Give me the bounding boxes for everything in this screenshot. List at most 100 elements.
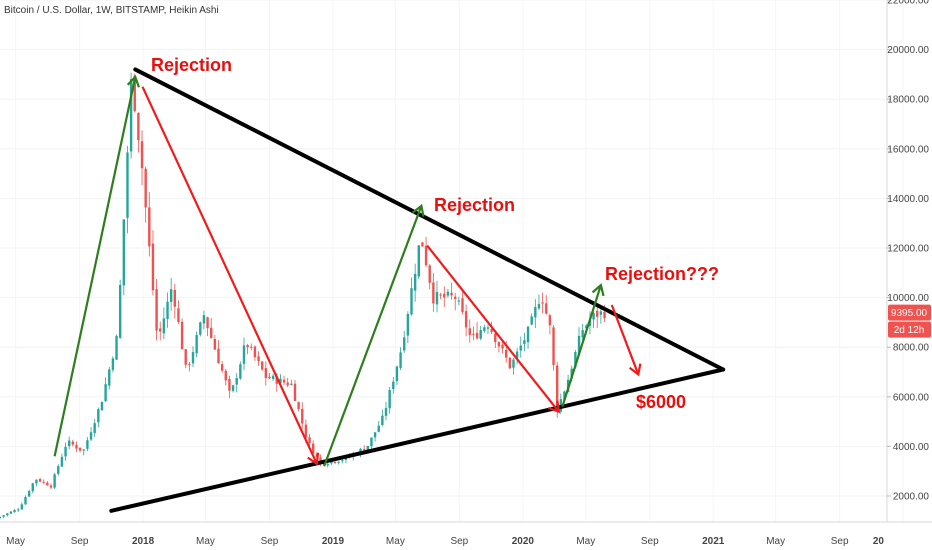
candle-body: [424, 246, 428, 266]
green-arrow-shaft: [53, 76, 137, 457]
candle-body: [155, 289, 158, 331]
candle-body: [534, 307, 537, 318]
candle-body: [46, 482, 49, 486]
candle-body: [231, 385, 235, 391]
candle-body: [337, 461, 340, 463]
candle-body: [301, 408, 304, 424]
candle-body: [552, 327, 555, 365]
candle-body: [115, 336, 118, 360]
candle-body: [38, 479, 42, 482]
candle-body: [381, 415, 384, 425]
candle-body: [290, 383, 293, 385]
lower-support-line[interactable]: [109, 367, 726, 513]
x-tick-label: 2020: [512, 536, 535, 547]
candle-body: [464, 311, 468, 328]
candle-body: [479, 329, 482, 339]
candle-body: [268, 376, 271, 379]
candle-body: [486, 327, 490, 329]
red-arrow-head: [548, 400, 561, 414]
candle-body: [239, 364, 242, 379]
candle-body: [64, 446, 67, 457]
candle-body: [373, 432, 377, 438]
candle-body: [184, 349, 187, 365]
candle-body: [57, 466, 60, 474]
green-arrow-head: [126, 74, 140, 88]
candle-body: [148, 207, 151, 247]
red-arrow-shaft: [141, 86, 318, 465]
x-tick-label: 20: [873, 536, 885, 547]
candle-body: [53, 474, 56, 488]
candle-body: [264, 368, 268, 378]
candles: [0, 72, 606, 519]
candle-body: [537, 304, 541, 309]
candle-body: [224, 370, 227, 381]
candle-body: [162, 318, 166, 334]
candle-body: [581, 330, 584, 338]
candle-body: [308, 437, 311, 444]
candle-body: [180, 321, 184, 350]
candle-body: [210, 327, 213, 338]
candle-body: [501, 344, 504, 349]
candle-body: [206, 317, 209, 329]
candle-body: [166, 301, 169, 319]
candle-body: [144, 168, 147, 208]
candle-body: [20, 504, 24, 510]
time-axis[interactable]: May Sep 2018 May Sep 2019 May Sep 2020 May Sep 2021…: [6, 536, 884, 547]
candle-body: [260, 361, 264, 370]
candle-body: [541, 302, 544, 304]
y-tick-label: 2000.00: [893, 491, 930, 502]
candle-body: [468, 328, 471, 335]
red-arrow-head: [307, 452, 320, 466]
candle-body: [417, 245, 420, 277]
candle-body: [6, 513, 9, 516]
candle-body: [75, 444, 78, 449]
candle-body: [27, 491, 31, 497]
candle-body: [31, 483, 34, 492]
candle-body: [599, 311, 603, 315]
candle-body: [2, 515, 5, 517]
candle-body: [49, 485, 53, 488]
arrows: [53, 74, 642, 467]
candle-body: [140, 141, 144, 169]
candle-body: [457, 300, 461, 302]
y-tick-label: 4000.00: [893, 442, 930, 453]
x-tick-label: 2019: [322, 536, 345, 547]
candle-body: [129, 79, 133, 152]
candle-body: [443, 293, 446, 298]
candle-body: [100, 401, 104, 411]
y-tick-label: 12000.00: [887, 243, 929, 254]
candle-body: [228, 378, 231, 391]
candle-body: [271, 375, 275, 379]
candle-body: [596, 310, 599, 317]
candle-body: [388, 389, 391, 409]
candle-body: [395, 366, 399, 382]
x-tick-label: May: [6, 536, 25, 547]
candle-body: [370, 437, 373, 447]
candle-body: [403, 337, 406, 351]
candle-body: [151, 243, 155, 291]
candle-body: [118, 284, 122, 338]
candle-body: [413, 273, 417, 291]
candle-body: [483, 327, 486, 332]
candle-body: [504, 349, 508, 358]
chart-title: Bitcoin / U.S. Dollar, 1W, BITSTAMP, Hei…: [4, 5, 219, 16]
y-tick-label: 6000.00: [893, 392, 930, 403]
upper-resistance-line[interactable]: [133, 67, 726, 372]
candle-body: [439, 294, 442, 296]
candle-body: [384, 408, 388, 416]
rejection-label-3: Rejection???: [605, 264, 719, 284]
green-arrow-shaft: [561, 284, 602, 408]
x-tick-label: May: [766, 536, 785, 547]
candle-body: [275, 376, 278, 384]
candle-body: [17, 509, 20, 511]
candle-body: [297, 402, 300, 410]
y-tick-label: 20000.00: [887, 45, 929, 56]
candle-body: [199, 322, 202, 335]
candle-body: [279, 378, 282, 384]
candle-body: [399, 352, 402, 368]
candle-body: [82, 449, 85, 451]
candle-body: [432, 282, 435, 304]
price-axis[interactable]: 2000.00 4000.00 6000.00 8000.00 10000.00 1200…: [887, 0, 929, 502]
